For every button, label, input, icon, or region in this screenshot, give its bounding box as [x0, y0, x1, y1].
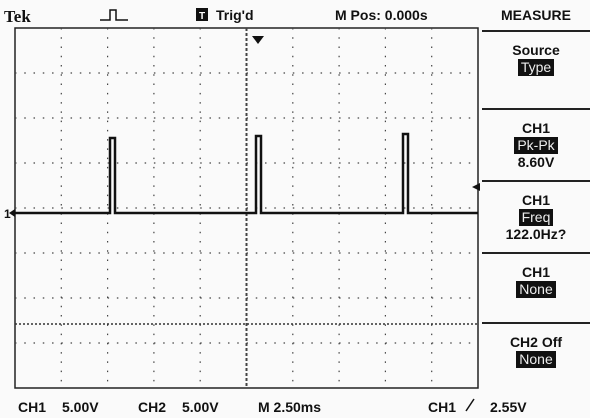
- brand: Tek: [4, 7, 31, 26]
- trigger-type-icon: [100, 10, 128, 20]
- ground-marker: 1: [4, 207, 11, 221]
- menu-title: CH2 Off: [510, 334, 562, 350]
- trigger-slope-icon: [466, 399, 474, 411]
- trigger-icon-letter: T: [199, 11, 205, 22]
- trigger-status: Trig'd: [216, 7, 254, 23]
- menu-value: None: [516, 351, 555, 368]
- menu-value: Type: [518, 59, 554, 76]
- menu-value: Freq: [519, 209, 554, 226]
- ch2-label: CH2: [138, 399, 166, 415]
- trigger-level-marker: [472, 183, 480, 191]
- trigger-position-marker: [252, 36, 264, 44]
- ch2-scale: 5.00V: [182, 399, 219, 415]
- menu-value: None: [516, 281, 555, 298]
- ch1-scale: 5.00V: [62, 399, 99, 415]
- trigger-source: CH1: [428, 399, 456, 415]
- menu-title: MEASURE: [501, 7, 571, 23]
- menu-reading: 8.60V: [518, 154, 555, 170]
- menu-title: CH1: [522, 120, 550, 136]
- timebase: M 2.50ms: [258, 399, 321, 415]
- ch1-label: CH1: [18, 399, 46, 415]
- menu-reading: 122.0Hz?: [506, 226, 567, 242]
- menu-value: Pk-Pk: [514, 137, 557, 154]
- menu-title: CH1: [522, 192, 550, 208]
- menu-title: CH1: [522, 264, 550, 280]
- position: M Pos: 0.000s: [335, 7, 428, 23]
- oscilloscope-screen: Tek T Trig'd M Pos: 0.000s MEASURE 1 CH1…: [0, 0, 590, 418]
- menu-title: Source: [512, 42, 559, 58]
